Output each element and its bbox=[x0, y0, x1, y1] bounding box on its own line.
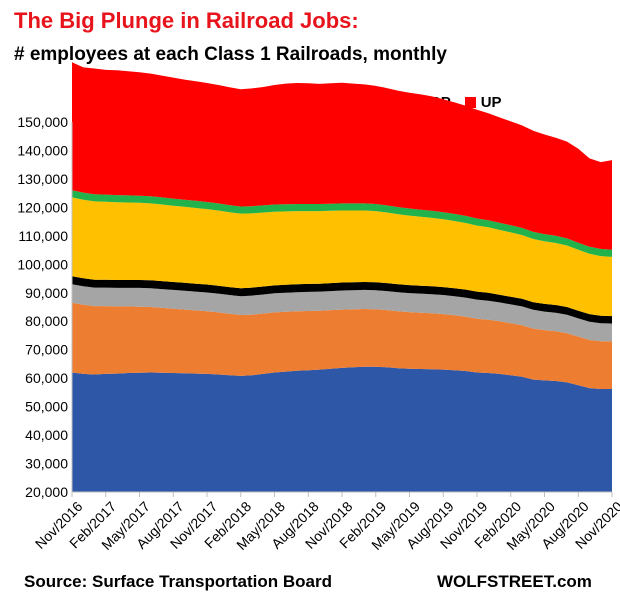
y-tick-label: 100,000 bbox=[17, 256, 68, 272]
chart-title: The Big Plunge in Railroad Jobs: bbox=[14, 8, 359, 33]
legend-swatch bbox=[464, 97, 476, 108]
y-tick-label: 20,000 bbox=[25, 484, 68, 500]
y-tick-label: 60,000 bbox=[25, 370, 68, 386]
y-tick-label: 120,000 bbox=[17, 199, 68, 215]
legend-item-up: UP bbox=[464, 94, 502, 111]
y-tick-label: 50,000 bbox=[25, 399, 68, 415]
y-tick-label: 150,000 bbox=[17, 114, 68, 130]
y-tick-label: 40,000 bbox=[25, 427, 68, 443]
stacked-area-chart: 150,000 140,000 130,000 120,000 110,000 100,0… bbox=[17, 62, 620, 553]
area-bnsf bbox=[72, 366, 612, 492]
area-up bbox=[72, 62, 612, 250]
y-tick-label: 130,000 bbox=[17, 171, 68, 187]
y-tick-label: 30,000 bbox=[25, 456, 68, 472]
y-tick-label: 90,000 bbox=[25, 285, 68, 301]
y-tick-label: 80,000 bbox=[25, 313, 68, 329]
y-tick-label: 70,000 bbox=[25, 342, 68, 358]
area-cn bbox=[72, 284, 612, 342]
area-kcs bbox=[72, 276, 612, 324]
area-ns bbox=[72, 197, 612, 317]
legend-label: UP bbox=[480, 94, 502, 111]
chart-subtitle: # employees at each Class 1 Railroads, m… bbox=[14, 44, 447, 65]
source-note: Source: Surface Transportation Board bbox=[24, 572, 332, 591]
area-csx bbox=[72, 302, 612, 389]
area-cp bbox=[72, 190, 612, 257]
y-tick-label: 110,000 bbox=[18, 228, 68, 244]
site-credit: WOLFSTREET.com bbox=[437, 572, 592, 591]
y-tick-label: 140,000 bbox=[17, 142, 68, 158]
